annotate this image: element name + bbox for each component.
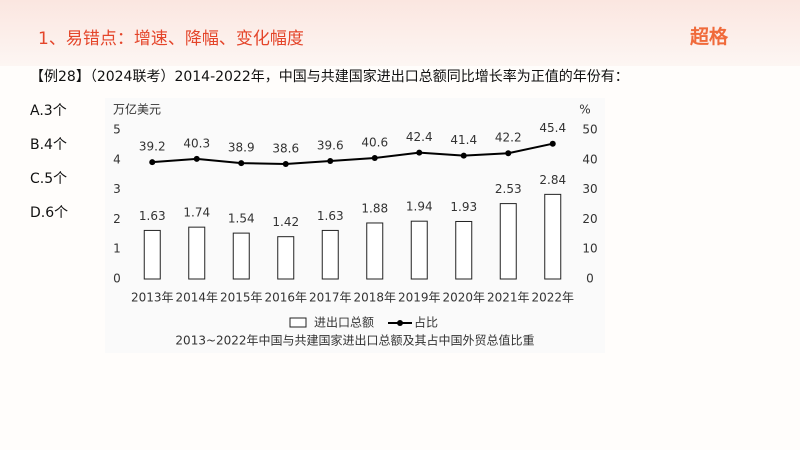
- x-tick-label: 2016年: [264, 291, 307, 305]
- data-label: 1.88: [361, 201, 388, 215]
- y-tick-label: 1: [113, 242, 121, 256]
- question: 【例28】（2024联考）2014-2022年，中国与共建国家进出口总额同比增长…: [30, 69, 629, 85]
- x-tick-label: 2021年: [487, 291, 530, 305]
- y2-tick-label: 40: [582, 152, 597, 166]
- data-label: 42.4: [406, 130, 433, 144]
- y2-tick-label: 50: [582, 123, 597, 137]
- bar: [455, 220, 473, 280]
- data-label: 39.2: [139, 140, 166, 154]
- data-label: 2.53: [495, 182, 522, 196]
- x-tick-label: 2018年: [353, 291, 396, 305]
- bar: [544, 193, 562, 280]
- option[interactable]: C.5个: [30, 171, 68, 187]
- y-tick-label: 4: [113, 152, 121, 166]
- data-label: 1.93: [450, 200, 477, 214]
- marker: [549, 140, 556, 147]
- marker: [505, 150, 512, 157]
- brand: 超格: [690, 26, 729, 48]
- option[interactable]: B.4个: [30, 137, 67, 153]
- y2-tick-label: 10: [582, 242, 597, 256]
- data-label: 39.6: [317, 138, 344, 152]
- legend-label: 占比: [414, 315, 438, 330]
- data-label: 41.4: [450, 133, 477, 147]
- data-label: 45.4: [539, 121, 566, 135]
- data-label: 1.42: [272, 215, 299, 229]
- data-label: 38.6: [272, 141, 299, 155]
- data-label: 40.6: [361, 136, 388, 150]
- header-title: 1、易错点：增速、降幅、变化幅度: [38, 29, 304, 49]
- chart-caption: 2013~2022年中国与共建国家进出口总额及其占中国外贸总值比重: [175, 333, 534, 348]
- marker: [327, 157, 334, 164]
- y-tick-label: 2: [113, 212, 121, 226]
- x-tick-label: 2022年: [531, 291, 574, 305]
- data-label: 1.63: [139, 209, 166, 223]
- bar: [321, 229, 339, 280]
- y2-tick-label: 30: [582, 182, 597, 196]
- x-tick-label: 2020年: [442, 291, 485, 305]
- marker: [193, 155, 200, 162]
- marker: [282, 160, 289, 167]
- header-band: [0, 0, 800, 66]
- y-tick-label: 0: [113, 272, 121, 286]
- y-tick-label: 5: [113, 123, 121, 137]
- legend-swatch: [397, 320, 403, 326]
- bar: [277, 236, 295, 280]
- bar: [499, 203, 517, 280]
- data-label: 1.54: [228, 212, 255, 226]
- bar: [366, 222, 384, 280]
- y-tick-label: 3: [113, 182, 121, 196]
- x-tick-label: 2014年: [175, 291, 218, 305]
- data-label: 40.3: [183, 136, 210, 150]
- bar: [410, 220, 428, 280]
- bar: [232, 232, 250, 280]
- option[interactable]: D.6个: [30, 205, 69, 221]
- bar: [188, 226, 206, 280]
- data-label: 1.63: [317, 209, 344, 223]
- marker: [149, 159, 156, 166]
- marker: [371, 155, 378, 162]
- legend-label: 进出口总额: [314, 316, 374, 330]
- marker: [238, 160, 245, 167]
- chart: 万亿美元 % 2013~2022年中国与共建国家进出口总额及其占中国外贸总值比重…: [105, 98, 605, 353]
- data-label: 42.2: [495, 131, 522, 145]
- option[interactable]: A.3个: [30, 103, 67, 119]
- x-tick-label: 2017年: [309, 291, 352, 305]
- y2-axis-label: %: [579, 103, 590, 117]
- y2-tick-label: 0: [586, 272, 594, 286]
- x-tick-label: 2015年: [220, 291, 263, 305]
- y2-tick-label: 20: [582, 212, 597, 226]
- marker: [460, 152, 467, 159]
- data-label: 38.9: [228, 141, 255, 155]
- x-tick-label: 2013年: [131, 291, 174, 305]
- data-label: 1.94: [406, 200, 433, 214]
- data-label: 1.74: [183, 206, 210, 220]
- line: [152, 142, 553, 165]
- marker: [416, 149, 423, 156]
- legend-swatch: [289, 317, 307, 328]
- y-axis-label: 万亿美元: [113, 102, 161, 117]
- data-label: 2.84: [539, 173, 566, 187]
- x-tick-label: 2019年: [398, 291, 441, 305]
- bar: [143, 229, 161, 280]
